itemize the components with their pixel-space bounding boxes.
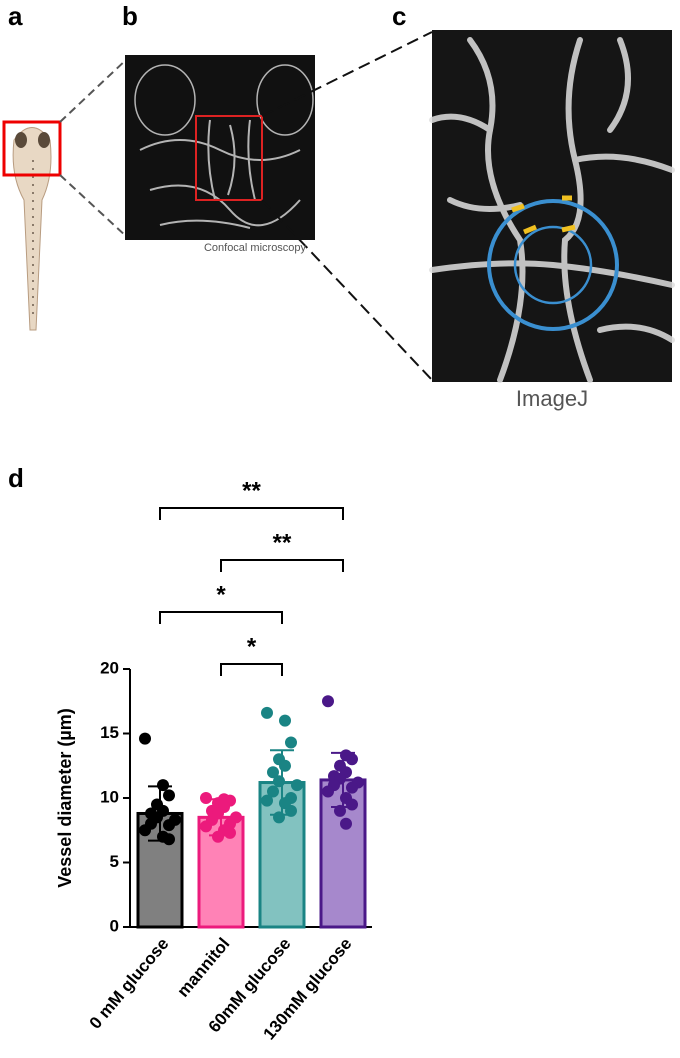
data-point	[279, 759, 291, 772]
data-point	[261, 794, 273, 807]
zoom-line	[59, 57, 129, 123]
x-tick-label: mannitol	[173, 934, 233, 1000]
significance-bracket	[159, 507, 344, 520]
data-point	[346, 781, 358, 794]
significance-label: **	[273, 529, 292, 556]
significance-bracket	[159, 611, 283, 624]
significance-label: **	[242, 477, 261, 504]
data-point	[212, 830, 224, 843]
data-point	[267, 785, 279, 798]
y-tick-label: 20	[100, 658, 119, 677]
data-point	[346, 753, 358, 766]
zoom-line	[261, 31, 433, 117]
data-point	[163, 833, 175, 846]
data-point	[267, 766, 279, 779]
significance-label: *	[216, 581, 226, 608]
data-point	[139, 732, 151, 745]
data-point	[200, 820, 212, 833]
data-point	[340, 817, 352, 830]
panel-label: d	[8, 463, 24, 493]
data-point	[273, 811, 285, 824]
error-bar	[331, 751, 355, 809]
data-point	[224, 826, 236, 839]
data-point	[261, 706, 273, 719]
data-point	[273, 775, 285, 788]
error-bar	[209, 798, 233, 837]
data-point	[285, 736, 297, 749]
imagej-image	[429, 30, 675, 383]
data-point	[163, 819, 175, 832]
data-point	[163, 789, 175, 802]
significance-label: *	[247, 633, 257, 660]
larva	[2, 120, 62, 331]
y-tick-label: 0	[110, 916, 119, 935]
caption: Confocal microscopy	[203, 242, 307, 254]
confocal-image	[125, 55, 315, 240]
error-bar	[148, 785, 172, 842]
data-point	[279, 714, 291, 727]
error-bar	[270, 749, 294, 816]
significance-bracket	[220, 559, 344, 572]
y-tick-label: 10	[100, 787, 119, 806]
caption: ImageJ	[515, 386, 589, 411]
panel-label: b	[122, 1, 138, 31]
significance-bracket	[220, 663, 283, 676]
data-point	[322, 785, 334, 798]
panel-label: a	[8, 1, 23, 31]
data-point	[157, 779, 169, 792]
x-tick-label: 0 mM glucose	[86, 934, 173, 1032]
zoom-line	[59, 174, 129, 239]
zoom-line	[261, 199, 433, 381]
y-tick-label: 5	[110, 852, 119, 871]
data-point	[200, 792, 212, 804]
data-point	[322, 695, 334, 708]
data-point	[291, 779, 303, 792]
data-point	[346, 798, 358, 811]
data-point	[139, 824, 151, 837]
panel-label: c	[392, 1, 406, 31]
y-axis-label: Vessel diameter (µm)	[55, 708, 75, 887]
y-tick-label: 15	[100, 723, 119, 742]
